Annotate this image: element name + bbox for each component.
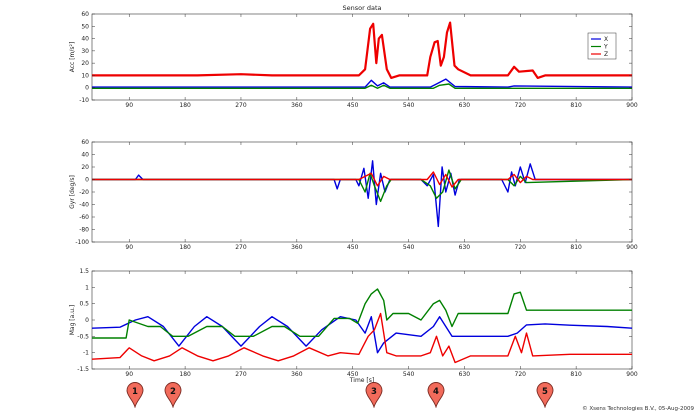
y-tick-label-2-0-5: -0.5 <box>77 333 89 340</box>
pin-label-5: 5 <box>542 387 548 397</box>
plot-1: 90 180 270 360 450 540 630 720 810 900 -100 -80 -60 -… <box>69 139 638 251</box>
y-tick-label-0-40: 40 <box>81 36 89 43</box>
x-tick-label-0-810: 810 <box>570 102 582 109</box>
pin-label-2: 2 <box>170 387 176 397</box>
y-tick-label-2-1-5: -1.5 <box>77 366 89 373</box>
x-tick-label-2-270: 270 <box>235 371 247 378</box>
x-tick-label-2-720: 720 <box>515 371 527 378</box>
x-axis-label: Time [s] <box>349 377 374 384</box>
x-tick-label-1-720: 720 <box>515 244 527 251</box>
y-tick-label-2-1: 1 <box>85 284 89 291</box>
y-tick-label-0-0: 0 <box>85 85 89 92</box>
y-axis-label-2: Mag [a.u.] <box>69 305 76 336</box>
location-pin-icon-2: 2 <box>164 382 182 409</box>
legend-label-z: Z <box>604 51 608 58</box>
x-tick-label-1-360: 360 <box>291 244 303 251</box>
y-tick-label-1-20: -20 <box>79 189 89 196</box>
plot-frame-1 <box>91 141 633 243</box>
x-tick-label-1-900: 900 <box>626 244 638 251</box>
pin-label-4: 4 <box>434 387 440 397</box>
x-tick-label-1-180: 180 <box>179 244 191 251</box>
series-x-line-1 <box>92 160 632 228</box>
series-y-line-0 <box>92 83 632 89</box>
x-tick-label-1-90: 90 <box>125 244 133 251</box>
series-z-line-1 <box>92 171 632 188</box>
series-x-line-2 <box>91 316 633 354</box>
y-tick-label-1-60: -60 <box>79 214 89 221</box>
y-tick-label-1-40: -40 <box>79 202 89 209</box>
pin-label-1: 1 <box>132 387 138 397</box>
y-tick-label-0-10: -10 <box>79 97 89 104</box>
x-tick-label-2-180: 180 <box>179 371 191 378</box>
x-tick-label-2-360: 360 <box>291 371 303 378</box>
y-tick-label-1-60: 60 <box>81 139 89 146</box>
x-tick-label-0-720: 720 <box>515 102 527 109</box>
y-tick-label-0-10: 10 <box>81 72 89 79</box>
location-pin-icon-4: 4 <box>427 382 445 409</box>
series-y-line-1 <box>92 169 633 203</box>
plot-frame-2 <box>91 270 633 370</box>
series-z-line-2 <box>91 312 632 364</box>
series-y-line-2 <box>92 288 632 339</box>
series-x-line-0 <box>92 78 633 88</box>
x-tick-label-1-540: 540 <box>403 244 415 251</box>
x-tick-label-2-450: 450 <box>347 371 359 378</box>
x-tick-label-0-450: 450 <box>347 102 359 109</box>
x-tick-label-1-630: 630 <box>459 244 471 251</box>
x-tick-label-2-630: 630 <box>459 371 471 378</box>
legend-label-x: X <box>604 36 608 43</box>
location-pin-icon-3: 3 <box>365 382 383 409</box>
y-tick-label-0-30: 30 <box>81 48 89 55</box>
x-tick-label-1-810: 810 <box>570 244 582 251</box>
x-tick-label-0-630: 630 <box>459 102 471 109</box>
figure-title: Sensor data <box>343 4 382 12</box>
y-tick-label-1-20: 20 <box>81 164 89 171</box>
x-tick-label-0-900: 900 <box>626 102 638 109</box>
y-tick-label-0-60: 60 <box>81 11 89 18</box>
pin-label-3: 3 <box>371 387 377 397</box>
x-tick-label-0-540: 540 <box>403 102 415 109</box>
y-axis-label-0: Acc [m/s²] <box>69 42 76 73</box>
x-tick-label-0-90: 90 <box>125 102 133 109</box>
plot-0: 90 180 270 360 450 540 630 720 810 900 -10 0 10 20 30 4… <box>69 11 638 109</box>
y-tick-label-0-20: 20 <box>81 60 89 67</box>
location-pin-icon-5: 5 <box>536 382 554 409</box>
x-tick-label-2-540: 540 <box>403 371 415 378</box>
y-tick-label-2-0: 0 <box>85 317 89 324</box>
y-tick-label-1-40: 40 <box>81 152 89 159</box>
legend: XYZ <box>587 32 617 60</box>
x-tick-label-2-900: 900 <box>626 371 638 378</box>
plot-2: 90 180 270 360 450 540 630 720 810 900 -1.5 -1 -0.5 0… <box>69 268 638 378</box>
y-tick-label-0-50: 50 <box>81 23 89 30</box>
y-axis-label-1: Gyr [deg/s] <box>69 175 76 209</box>
y-tick-label-2-1-5: 1.5 <box>79 268 89 275</box>
x-tick-label-0-360: 360 <box>291 102 303 109</box>
x-tick-label-1-450: 450 <box>347 244 359 251</box>
y-tick-label-1-100: -100 <box>75 239 89 246</box>
y-tick-label-2-1: -1 <box>83 350 89 357</box>
copyright-text: © Xsens Technologies B.V., 05-Aug-2009 <box>582 406 694 412</box>
x-tick-label-0-270: 270 <box>235 102 247 109</box>
y-tick-label-1-0: 0 <box>85 177 89 184</box>
x-tick-label-0-180: 180 <box>179 102 191 109</box>
y-tick-label-2-0-5: 0.5 <box>79 301 89 308</box>
series-z-line-0 <box>92 21 632 79</box>
y-tick-label-1-80: -80 <box>79 227 89 234</box>
x-tick-label-1-270: 270 <box>235 244 247 251</box>
legend-label-y: Y <box>603 44 608 51</box>
x-tick-label-2-90: 90 <box>125 371 133 378</box>
location-pin-icon-1: 1 <box>126 382 144 409</box>
x-tick-label-2-810: 810 <box>570 371 582 378</box>
